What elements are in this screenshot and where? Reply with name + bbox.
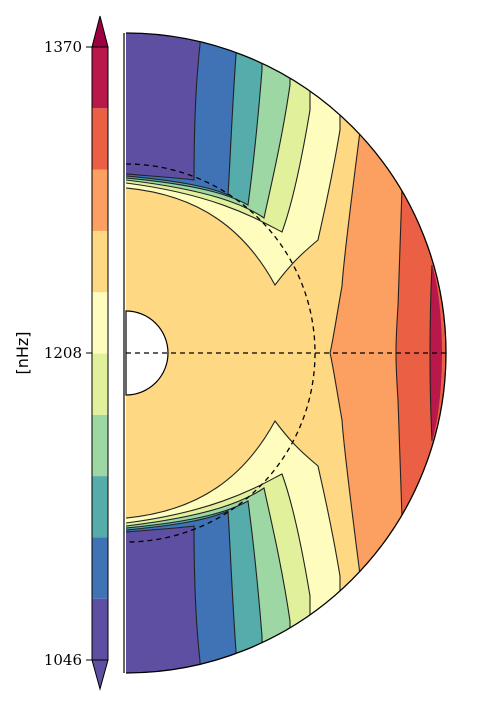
contour-line [126, 419, 341, 673]
contour-line [126, 525, 201, 673]
colorbar-band [92, 292, 108, 354]
colorbar-band [92, 537, 108, 599]
contour-line [126, 500, 263, 673]
fill-north-level-0 [126, 33, 200, 180]
colorbar-band [92, 108, 108, 170]
colorbar-over-arrow [91, 15, 109, 48]
contour-line [126, 33, 263, 206]
contour-line [126, 33, 291, 219]
contour-line [126, 473, 311, 673]
colorbar-bands [92, 47, 108, 660]
contour-line [126, 33, 341, 287]
contour-line [429, 264, 433, 442]
contour-line [126, 487, 291, 673]
south-bands [126, 421, 340, 673]
colorbar-tick-label-1370: 1370 [44, 38, 82, 56]
colorbar-band [92, 476, 108, 538]
colorbar-band [92, 598, 108, 660]
fill-south-level-0 [126, 526, 200, 673]
contour-line [126, 33, 201, 181]
tachocline-circle [125, 163, 316, 543]
colorbar-tick-label-1046: 1046 [44, 651, 82, 669]
colorbar-tick-label-1208: 1208 [44, 344, 82, 362]
contour-line [126, 33, 237, 196]
meridional-plane [123, 32, 447, 674]
contour-line [126, 510, 237, 673]
colorbar-band [92, 230, 108, 293]
colorbar-band [92, 353, 108, 415]
colorbar-band [92, 169, 108, 231]
colorbar: 1370 1208 1046 [nHz] [13, 15, 109, 691]
colorbar-band [92, 47, 108, 109]
contour-line [329, 33, 376, 673]
colorbar-under-arrow [91, 659, 109, 691]
contour-line [126, 33, 311, 233]
colorbar-band [92, 414, 108, 477]
colorbar-unit-label: [nHz] [13, 331, 32, 374]
